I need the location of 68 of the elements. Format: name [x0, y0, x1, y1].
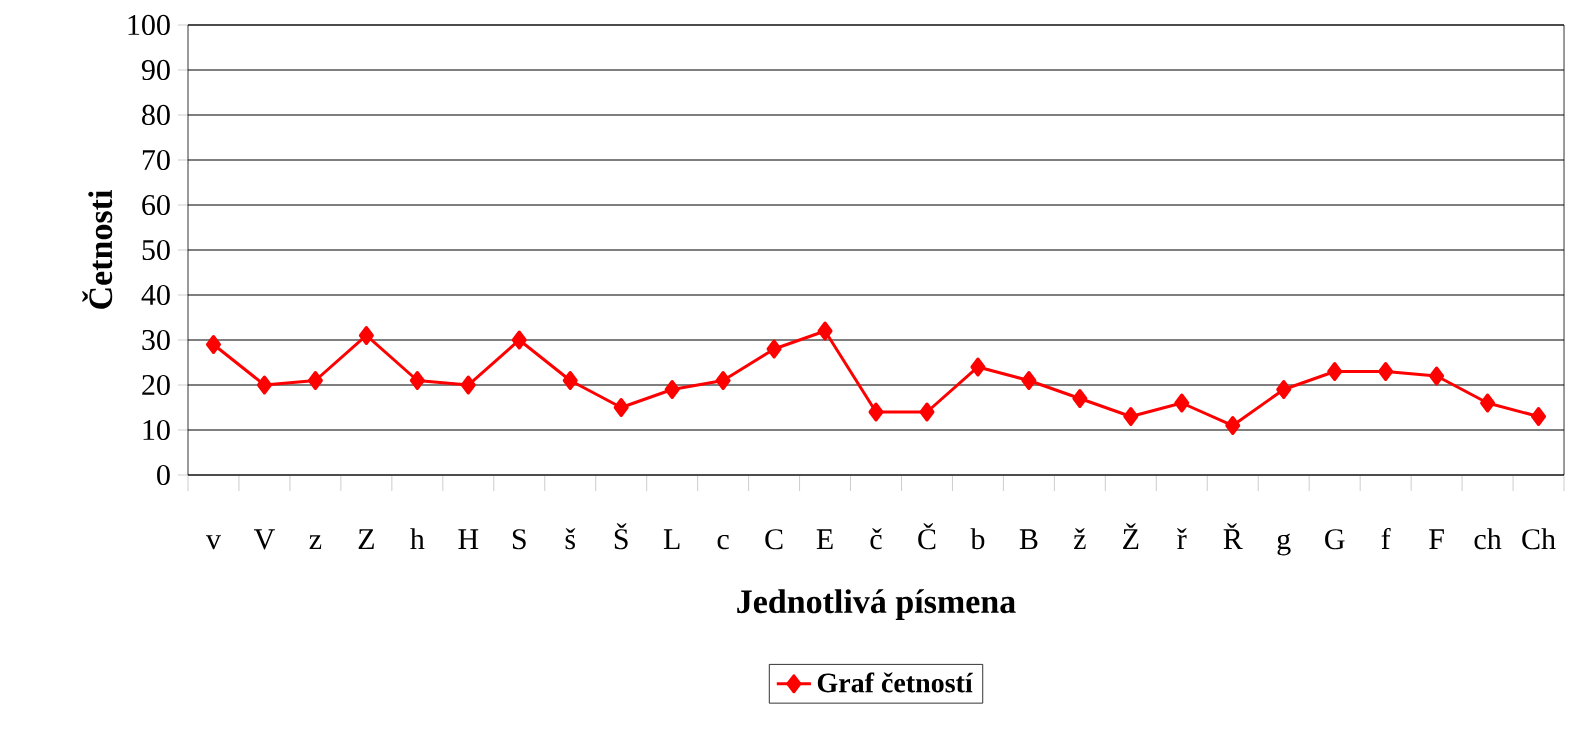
point: [511, 330, 527, 350]
x-tick-label: f: [1381, 527, 1391, 549]
x-tick-label: Ř: [1223, 523, 1243, 549]
x-tick-label: Z: [358, 529, 374, 549]
x-tick-label: G: [1325, 529, 1345, 550]
legend-label: Graf četností: [817, 672, 974, 693]
point: [1378, 362, 1394, 381]
x-tick-label: š: [565, 528, 576, 550]
x-tick-label: Ch: [1522, 528, 1556, 550]
y-tick-label: 50: [142, 239, 170, 261]
x-tick-label: v: [205, 535, 221, 550]
point: [817, 321, 833, 341]
x-tick-label: Č: [918, 523, 936, 550]
x-tick-label: E: [816, 529, 833, 549]
point: [868, 402, 884, 422]
point: [970, 357, 986, 377]
x-tick-label: z: [309, 535, 322, 549]
y-tick-label: 0: [157, 464, 170, 486]
point: [409, 371, 425, 390]
y-tick-label: 40: [141, 284, 170, 306]
point: [664, 380, 680, 399]
x-tick-label: S: [512, 529, 526, 550]
point: [1327, 362, 1343, 381]
point: [1021, 371, 1037, 390]
y-tick-label: 90: [141, 59, 170, 81]
point: [562, 371, 578, 390]
y-tick-label: 30: [142, 329, 170, 351]
point: [1429, 366, 1445, 386]
y-tick-label: 80: [142, 104, 170, 126]
x-tick-label: H: [458, 529, 479, 549]
x-tick-label: V: [253, 529, 275, 550]
point: [919, 402, 935, 422]
point: [613, 398, 629, 417]
point: [1276, 380, 1292, 399]
x-tick-label: g: [1277, 533, 1291, 556]
point: [358, 326, 374, 345]
x-tick-label: h: [410, 528, 425, 549]
y-tick-label: 60: [142, 194, 170, 216]
x-tick-label: C: [765, 529, 783, 550]
point: [1531, 407, 1547, 426]
x-tick-label: Ž: [1123, 523, 1139, 549]
x-tick-label: ř: [1177, 528, 1187, 549]
point: [1480, 393, 1496, 413]
x-tick-label: B: [1019, 529, 1038, 550]
x-tick-label: F: [1429, 529, 1444, 549]
point: [460, 375, 476, 395]
point: [766, 339, 782, 359]
x-tick-label: č: [870, 528, 882, 550]
point: [1225, 416, 1241, 435]
point: [205, 335, 221, 354]
x-tick-label: b: [970, 528, 985, 550]
point: [1123, 407, 1139, 426]
y-tick-label: 100: [128, 14, 170, 36]
point: [1072, 389, 1088, 408]
x-tick-label: L: [663, 529, 680, 549]
point: [1174, 393, 1190, 413]
x-tick-label: c: [717, 534, 729, 550]
x-tick-label: ch: [1474, 528, 1502, 550]
x-tick-label: ž: [1074, 528, 1086, 549]
y-tick-label: 10: [143, 419, 170, 441]
point: [307, 371, 323, 390]
y-tick-label: 20: [142, 374, 170, 396]
x-tick-label: Š: [614, 523, 628, 550]
x-axis-title: Jednotlivá písmena: [737, 589, 1016, 621]
point: [256, 375, 272, 395]
y-axis-title: Četnosti: [82, 190, 113, 309]
point: [715, 371, 731, 390]
y-tick-label: 70: [142, 149, 170, 171]
